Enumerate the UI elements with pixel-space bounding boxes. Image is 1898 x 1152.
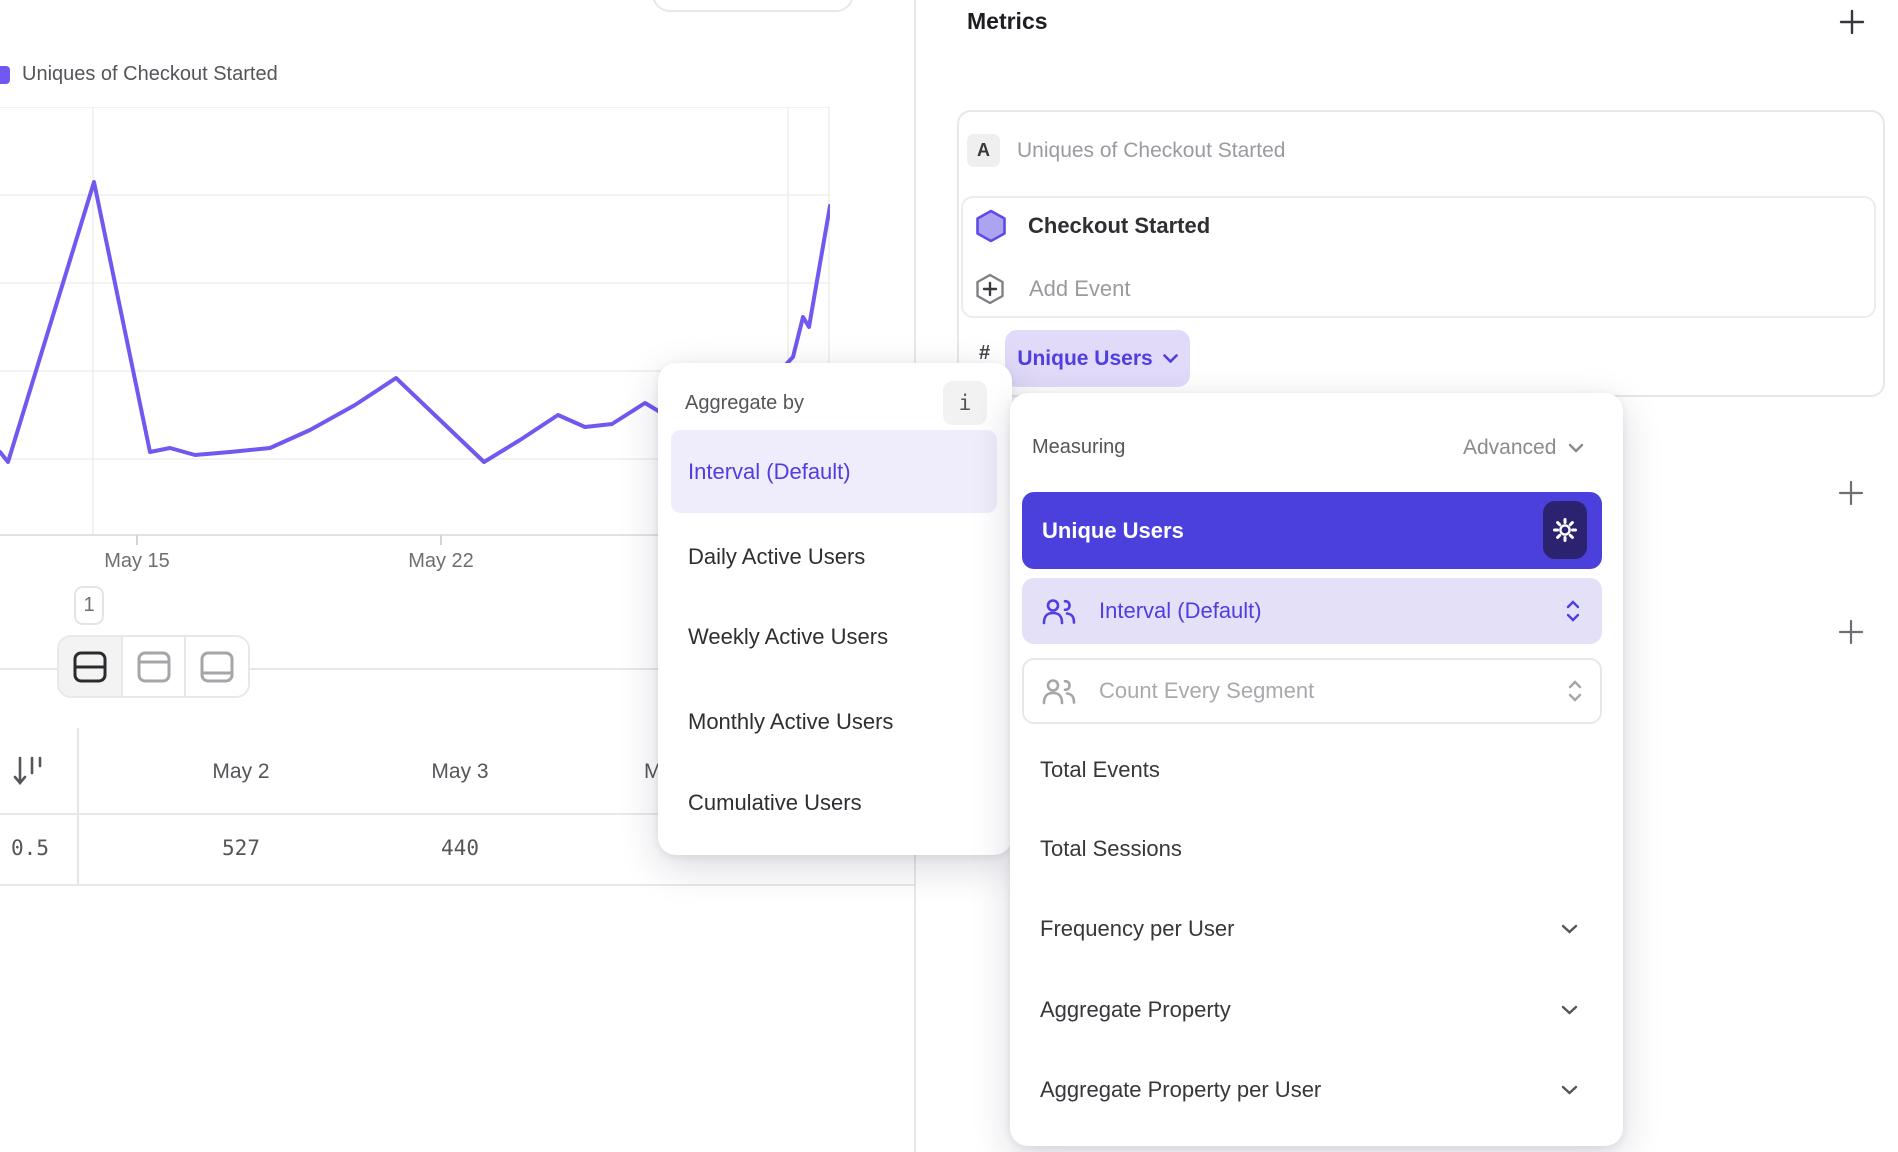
measure-option-aggregate-property[interactable]: Aggregate Property [1040, 997, 1600, 1023]
table-header-may2[interactable]: May 2 [212, 760, 270, 783]
add-event-hexagon-plus-icon [975, 273, 1005, 305]
segment-interval-label: Interval (Default) [1099, 598, 1262, 623]
plus-icon [1838, 8, 1866, 36]
table-cell-may3: 440 [441, 836, 479, 860]
measure-option-frequency-per-user[interactable]: Frequency per User [1040, 916, 1600, 942]
metrics-panel-title: Metrics [967, 8, 1048, 34]
measuring-mode-selector[interactable]: Advanced [1463, 436, 1584, 460]
chevron-down-icon [1561, 1005, 1578, 1015]
split-top-icon [137, 651, 171, 683]
aggregate-by-title: Aggregate by [685, 392, 804, 414]
segment-interval-row[interactable]: Interval (Default) [1022, 578, 1602, 644]
aggregate-option-monthly[interactable]: Monthly Active Users [688, 709, 894, 734]
event-card [961, 196, 1876, 318]
measure-option-aggregate-property-per-user[interactable]: Aggregate Property per User [1040, 1077, 1600, 1103]
x-axis-label-may22: May 22 [408, 550, 474, 572]
aggregate-option-selected[interactable]: Interval (Default) [671, 430, 997, 513]
plus-icon [1838, 480, 1864, 506]
add-metric-button[interactable] [1838, 8, 1866, 36]
sort-rows-icon [13, 754, 43, 788]
metric-letter-badge: A [967, 134, 1000, 167]
plus-icon [1838, 619, 1864, 645]
metric-card-title[interactable]: Uniques of Checkout Started [1017, 139, 1286, 162]
layout-top-view-button[interactable] [122, 637, 187, 696]
top-clipped-button[interactable] [652, 0, 854, 12]
layout-toggle-group [57, 635, 250, 698]
measure-option-label: Total Sessions [1040, 836, 1182, 861]
table-header-border [0, 813, 914, 815]
section-divider [0, 668, 914, 670]
measure-option-label: Aggregate Property [1040, 997, 1231, 1022]
measure-option-label: Aggregate Property per User [1040, 1077, 1322, 1102]
aggregate-option-weekly[interactable]: Weekly Active Users [688, 624, 889, 649]
x-axis-label-may15: May 15 [104, 550, 170, 572]
segment-count-label: Count Every Segment [1099, 678, 1315, 703]
chevron-down-icon [1568, 443, 1584, 453]
legend-label: Uniques of Checkout Started [22, 63, 278, 85]
aggregate-option-daily[interactable]: Daily Active Users [688, 544, 866, 569]
table-cell-may2: 527 [222, 836, 260, 860]
table-row-border [0, 884, 914, 886]
table-column-separator [77, 728, 79, 886]
measure-selected-row[interactable]: Unique Users [1022, 492, 1602, 569]
measure-option-total-sessions[interactable]: Total Sessions [1040, 836, 1600, 862]
chevron-down-icon [1561, 1085, 1578, 1095]
event-hexagon-icon [975, 209, 1007, 243]
event-name: Checkout Started [1028, 213, 1211, 238]
split-horizontal-icon [73, 651, 107, 683]
segment-count-row[interactable]: Count Every Segment [1022, 658, 1602, 724]
measuring-mode-label: Advanced [1463, 436, 1557, 459]
measure-settings-button[interactable] [1543, 501, 1587, 559]
info-badge[interactable]: i [943, 381, 987, 425]
table-cell-label: 0.5 [11, 836, 49, 860]
measure-pill-button[interactable]: Unique Users [1005, 330, 1190, 387]
chart-legend: Uniques of Checkout Started [0, 63, 278, 86]
chevron-down-icon [1162, 354, 1178, 363]
add-event-label: Add Event [1029, 276, 1131, 301]
sorter-chevrons-icon [1568, 680, 1582, 702]
sort-rows-button[interactable] [13, 754, 43, 788]
info-icon: i [958, 391, 972, 415]
layout-bottom-view-button[interactable] [186, 637, 248, 696]
table-header-may3[interactable]: May 3 [431, 760, 489, 783]
gear-icon [1553, 518, 1577, 542]
add-formula-button[interactable] [1838, 619, 1864, 645]
add-group-button[interactable] [1838, 480, 1864, 506]
users-icon [1042, 678, 1076, 705]
split-bottom-icon [200, 651, 234, 683]
pagination-badge[interactable]: 1 [74, 586, 104, 625]
aggregate-option-cumulative[interactable]: Cumulative Users [688, 790, 862, 815]
aggregate-by-popover: Aggregate by i Interval (Default) Daily … [658, 363, 1012, 855]
measure-option-total-events[interactable]: Total Events [1040, 757, 1600, 783]
aggregate-option-selected-label: Interval (Default) [688, 458, 851, 484]
measure-option-label: Total Events [1040, 757, 1160, 782]
event-row[interactable]: Checkout Started [975, 209, 1210, 243]
legend-swatch-icon [0, 65, 10, 84]
measure-option-label: Frequency per User [1040, 916, 1235, 941]
results-table: May 2 May 3 M 0.5 527 440 [0, 728, 914, 886]
chevron-down-icon [1561, 924, 1578, 934]
sorter-chevrons-icon [1566, 600, 1580, 622]
measuring-title: Measuring [1032, 436, 1126, 458]
measure-selected-label: Unique Users [1042, 517, 1184, 543]
add-event-row[interactable]: Add Event [975, 273, 1131, 305]
table-header-clipped[interactable]: M [644, 760, 662, 783]
hash-symbol: # [979, 342, 991, 364]
users-icon [1042, 598, 1076, 625]
layout-split-view-button[interactable] [59, 637, 123, 696]
measure-pill-label: Unique Users [1017, 346, 1153, 370]
measuring-popover: Measuring Advanced Unique Users [1010, 393, 1623, 1146]
